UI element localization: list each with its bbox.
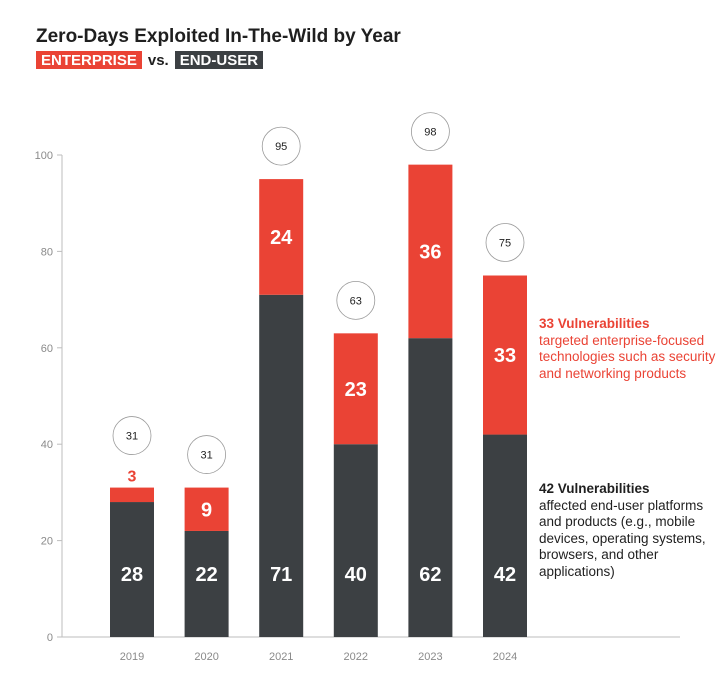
enduser-value-label: 22 <box>195 564 217 586</box>
total-circle <box>336 280 376 320</box>
y-tick-label: 100 <box>35 150 53 162</box>
y-tick-label: 0 <box>47 632 53 644</box>
enduser-bar <box>184 530 229 637</box>
y-tick-label: 60 <box>41 343 53 355</box>
total-value-label: 75 <box>499 238 511 250</box>
total-circle <box>410 112 450 152</box>
x-tick-label: 2023 <box>418 651 442 663</box>
enduser-annotation: 42 Vulnerabilities affected end-user pla… <box>539 481 719 580</box>
enterprise-annotation-body: targeted enterprise-focused technologies… <box>539 332 716 381</box>
enduser-value-label: 71 <box>270 564 292 586</box>
total-circle <box>112 416 152 455</box>
enduser-bar <box>259 294 304 637</box>
total-value-label: 95 <box>275 141 287 153</box>
enterprise-bar <box>333 333 378 445</box>
y-tick-label: 20 <box>41 536 53 548</box>
enduser-bar <box>483 434 527 637</box>
total-circle <box>187 435 227 474</box>
total-value-label: 31 <box>200 450 212 462</box>
total-value-label: 98 <box>424 127 436 139</box>
chart-subtitle: ENTERPRISE vs. END-USER <box>36 51 264 69</box>
enterprise-bar <box>259 179 304 295</box>
enduser-bar <box>333 444 378 637</box>
enduser-bar <box>408 338 453 637</box>
enterprise-annotation: 33 Vulnerabilities targeted enterprise-f… <box>539 316 719 382</box>
enterprise-value-label: 9 <box>201 499 212 521</box>
x-tick-label: 2021 <box>269 651 293 663</box>
enterprise-annotation-headline: 33 Vulnerabilities <box>539 316 650 331</box>
x-tick-label: 2022 <box>344 651 368 663</box>
enterprise-value-label: 3 <box>128 469 137 486</box>
enterprise-bar <box>408 164 453 339</box>
total-value-label: 63 <box>350 295 362 307</box>
enterprise-bar <box>184 487 229 531</box>
enterprise-legend-tag: ENTERPRISE <box>36 51 142 69</box>
enduser-legend-tag: END-USER <box>174 51 264 69</box>
enterprise-bar <box>483 275 527 435</box>
total-circle <box>261 126 301 166</box>
y-tick-label: 40 <box>41 439 53 451</box>
enterprise-value-label: 23 <box>345 379 367 401</box>
chart-title: Zero-Days Exploited In-The-Wild by Year <box>36 26 401 47</box>
x-tick-label: 2019 <box>120 651 144 663</box>
enterprise-value-label: 33 <box>494 345 516 367</box>
enduser-annotation-headline: 42 Vulnerabilities <box>539 481 650 496</box>
enduser-annotation-body: affected end-user platforms and products… <box>539 497 706 579</box>
enduser-bar <box>110 502 154 637</box>
enduser-value-label: 40 <box>345 564 367 586</box>
x-tick-label: 2020 <box>194 651 218 663</box>
x-tick-label: 2024 <box>493 651 517 663</box>
enduser-value-label: 42 <box>494 564 516 586</box>
y-tick-label: 80 <box>41 246 53 258</box>
total-value-label: 31 <box>126 431 138 443</box>
vs-text: vs. <box>147 51 169 69</box>
enterprise-bar <box>110 487 154 503</box>
enduser-value-label: 62 <box>419 564 441 586</box>
enduser-value-label: 28 <box>121 564 143 586</box>
total-circle <box>485 223 525 262</box>
enterprise-value-label: 24 <box>270 227 293 249</box>
enterprise-value-label: 36 <box>419 241 441 263</box>
